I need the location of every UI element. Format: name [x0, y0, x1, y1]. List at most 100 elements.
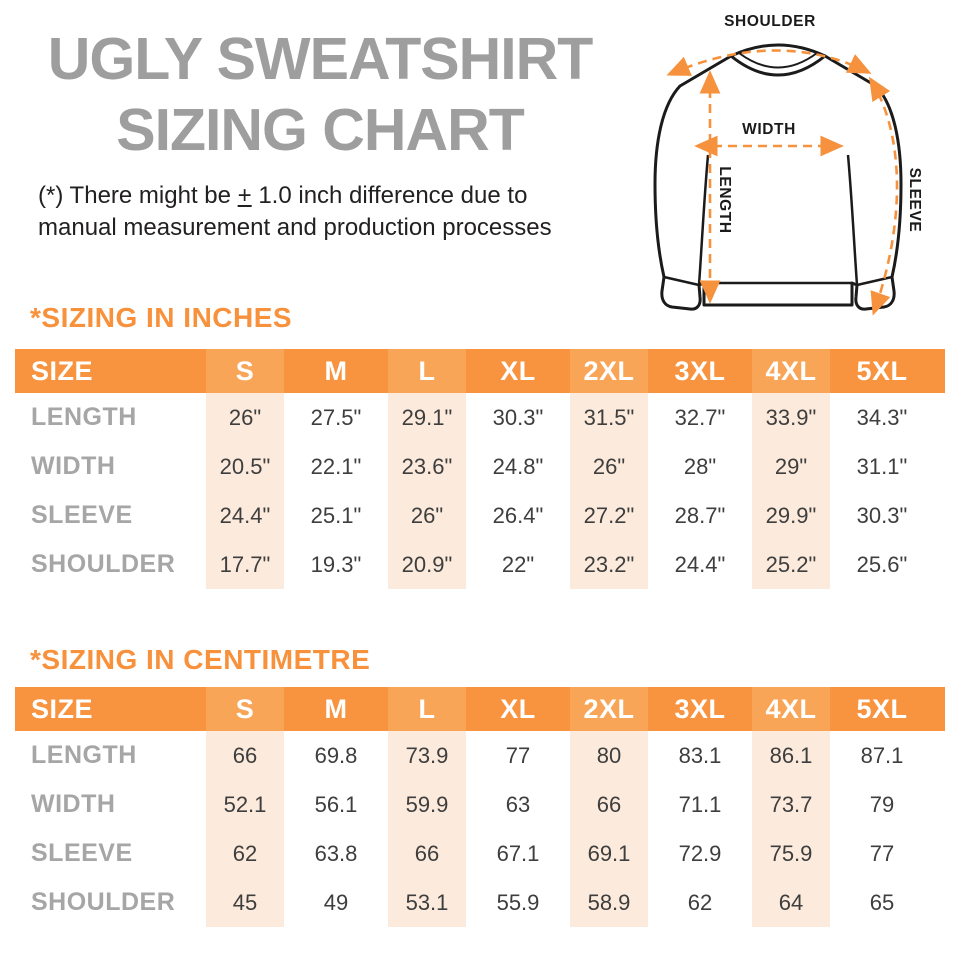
cell-value: 63 — [505, 791, 531, 817]
cell-value: 62 — [687, 889, 713, 915]
diagram-sleeve-label: SLEEVE — [906, 168, 923, 233]
measurement-note-line2: manual measurement and production proces… — [38, 213, 552, 241]
diagram-width-label: WIDTH — [742, 121, 796, 138]
cell-value: 83.1 — [678, 742, 722, 768]
column-header-3xl: 3XL — [674, 693, 726, 724]
cell-value: 58.9 — [570, 878, 648, 927]
cell-value: 24.4" — [674, 551, 726, 577]
column-header-5xl: 5XL — [856, 693, 908, 724]
cell-value: 56.1 — [314, 791, 358, 817]
table-row: WIDTH 20.5" 22.1" 23.6" 24.8" 26" 28" 29… — [15, 442, 921, 491]
cell-value: 17.7" — [206, 540, 284, 589]
column-header-xl: XL — [500, 693, 536, 724]
cell-value: 30.3" — [492, 404, 544, 430]
row-label-shoulder: SHOULDER — [31, 888, 176, 916]
cell-value: 63.8 — [314, 840, 358, 866]
cell-value: 65 — [869, 889, 895, 915]
column-header-4xl: 4XL — [752, 349, 830, 393]
cell-value: 26" — [388, 491, 466, 540]
cell-value: 69.1 — [570, 829, 648, 878]
cell-value: 29" — [752, 442, 830, 491]
table-header-row: SIZE S M L XL 2XL 3XL 4XL 5XL — [15, 349, 921, 393]
cell-value: 26" — [206, 393, 284, 442]
cell-value: 28.7" — [674, 502, 726, 528]
cell-value: 67.1 — [496, 840, 540, 866]
measurement-arrows — [666, 49, 899, 316]
column-header-l: L — [388, 349, 466, 393]
cell-value: 49 — [323, 889, 349, 915]
page-title-line1: UGLY SWEATSHIRT — [47, 26, 593, 92]
note-text: (*) There might be — [38, 182, 238, 209]
cell-value: 52.1 — [206, 780, 284, 829]
cell-value: 34.3" — [856, 404, 908, 430]
column-header-s: S — [206, 687, 284, 731]
cell-value: 53.1 — [388, 878, 466, 927]
measurement-note-line1: (*) There might be + 1.0 inch difference… — [38, 180, 628, 212]
cell-value: 66 — [570, 780, 648, 829]
column-header-size: SIZE — [31, 693, 94, 724]
cell-value: 24.4" — [206, 491, 284, 540]
cell-value: 28" — [683, 453, 717, 479]
table-row: SHOULDER 17.7" 19.3" 20.9" 22" 23.2" 24.… — [15, 540, 921, 589]
cell-value: 24.8" — [492, 453, 544, 479]
cell-value: 86.1 — [752, 731, 830, 780]
column-header-m: M — [324, 693, 348, 724]
cell-value: 71.1 — [678, 791, 722, 817]
centimetre-table: SIZE S M L XL 2XL 3XL 4XL 5XL LENGTH 66 … — [2, 687, 934, 927]
cell-value: 80 — [570, 731, 648, 780]
sweatshirt-diagram: SHOULDER WIDTH LENGTH SLEEVE — [653, 13, 923, 316]
cell-value: 25.6" — [856, 551, 908, 577]
column-header-2xl: 2XL — [570, 349, 648, 393]
plus-minus-symbol: + — [237, 182, 252, 209]
cell-value: 75.9 — [752, 829, 830, 878]
cell-value: 69.8 — [314, 742, 358, 768]
diagram-length-label: LENGTH — [716, 166, 733, 233]
table-row: LENGTH 26" 27.5" 29.1" 30.3" 31.5" 32.7"… — [15, 393, 921, 442]
row-label-sleeve: SLEEVE — [31, 839, 133, 867]
sleeve-arrow-icon — [868, 76, 899, 316]
cell-value: 27.2" — [570, 491, 648, 540]
shoulder-arrow-icon — [666, 49, 872, 76]
cell-value: 79 — [869, 791, 895, 817]
cell-value: 25.2" — [752, 540, 830, 589]
cell-value: 23.2" — [570, 540, 648, 589]
cell-value: 77 — [869, 840, 895, 866]
table-row: SLEEVE 24.4" 25.1" 26" 26.4" 27.2" 28.7"… — [15, 491, 921, 540]
cell-value: 62 — [206, 829, 284, 878]
note-text: 1.0 inch difference due to — [251, 182, 528, 209]
cell-value: 64 — [752, 878, 830, 927]
sizing-table-centimetre: SIZE S M L XL 2XL 3XL 4XL 5XL LENGTH 66 … — [2, 687, 945, 927]
page-title-line2: SIZING CHART — [116, 96, 525, 163]
cell-value: 26.4" — [492, 502, 544, 528]
section-heading-inches: *SIZING IN INCHES — [30, 302, 293, 333]
cell-value: 20.9" — [388, 540, 466, 589]
cell-value: 27.5" — [310, 404, 362, 430]
row-label-shoulder: SHOULDER — [31, 550, 176, 578]
cell-value: 77 — [505, 742, 531, 768]
sweatshirt-outline-icon — [653, 43, 903, 311]
cell-value: 19.3" — [310, 551, 362, 577]
row-label-length: LENGTH — [31, 403, 137, 431]
row-label-width: WIDTH — [31, 452, 116, 480]
cell-value: 29.9" — [752, 491, 830, 540]
cell-value: 33.9" — [752, 393, 830, 442]
cell-value: 32.7" — [674, 404, 726, 430]
cell-value: 73.7 — [752, 780, 830, 829]
table-row: WIDTH 52.1 56.1 59.9 63 66 71.1 73.7 79 — [15, 780, 921, 829]
table-row: SHOULDER 45 49 53.1 55.9 58.9 62 64 65 — [15, 878, 921, 927]
cell-value: 87.1 — [860, 742, 904, 768]
table-row: LENGTH 66 69.8 73.9 77 80 83.1 86.1 87.1 — [15, 731, 921, 780]
cell-value: 72.9 — [678, 840, 722, 866]
row-label-width: WIDTH — [31, 790, 116, 818]
cell-value: 31.1" — [856, 453, 908, 479]
cell-value: 73.9 — [388, 731, 466, 780]
cell-value: 26" — [570, 442, 648, 491]
cell-value: 66 — [206, 731, 284, 780]
page-title: UGLY SWEATSHIRT SIZING CHART — [18, 24, 622, 166]
column-header-l: L — [388, 687, 466, 731]
table-row: SLEEVE 62 63.8 66 67.1 69.1 72.9 75.9 77 — [15, 829, 921, 878]
diagram-shoulder-label: SHOULDER — [724, 13, 816, 30]
column-header-3xl: 3XL — [674, 355, 726, 386]
column-header-4xl: 4XL — [752, 687, 830, 731]
cell-value: 31.5" — [570, 393, 648, 442]
